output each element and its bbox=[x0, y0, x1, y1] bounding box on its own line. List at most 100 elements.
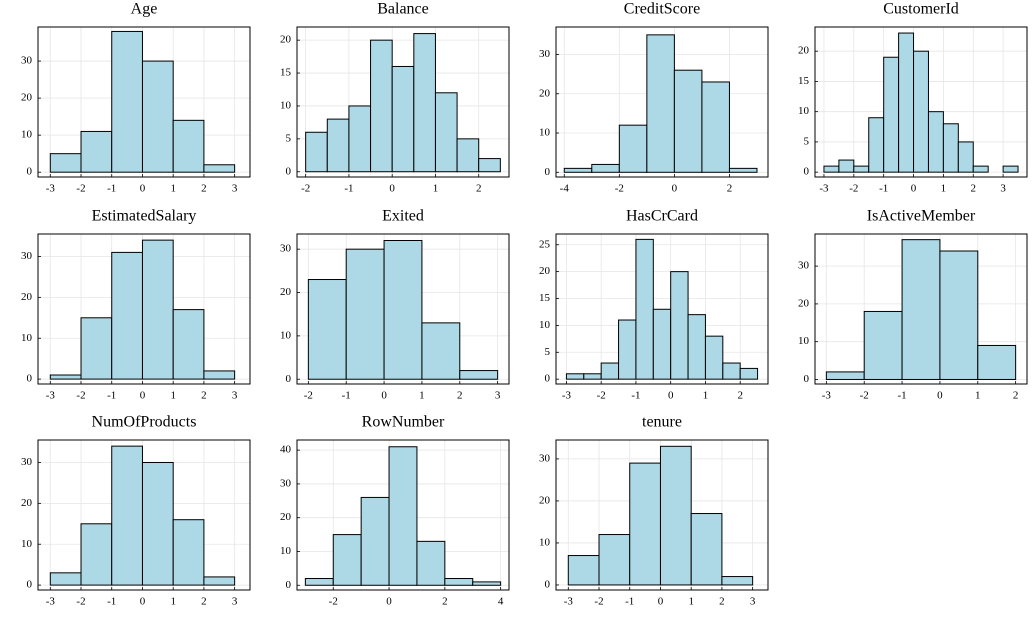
x-tick-label: 3 bbox=[232, 183, 238, 195]
subplot-title: CustomerId bbox=[883, 1, 959, 18]
bar bbox=[659, 445, 692, 586]
x-tick-label: -2 bbox=[329, 596, 338, 608]
y-tick-label: 0 bbox=[286, 373, 292, 385]
bar bbox=[565, 373, 585, 380]
bar bbox=[141, 60, 174, 173]
bar bbox=[444, 578, 474, 586]
x-tick-label: 0 bbox=[668, 390, 674, 402]
y-tick-label: 30 bbox=[280, 243, 292, 255]
y-tick-label: 20 bbox=[539, 265, 551, 277]
x-tick-label: -2 bbox=[594, 596, 603, 608]
plot-frame bbox=[296, 26, 510, 178]
y-tick-label: 20 bbox=[798, 45, 810, 57]
x-tick-label: 0 bbox=[140, 390, 146, 402]
subplot-title: tenure bbox=[642, 414, 682, 431]
x-tick-label: 1 bbox=[941, 183, 947, 195]
y-tick-label: 10 bbox=[539, 536, 551, 548]
x-tick-label: 1 bbox=[170, 596, 176, 608]
bar bbox=[823, 165, 840, 173]
x-tick-label: -3 bbox=[819, 183, 829, 195]
x-tick-label: 2 bbox=[442, 596, 448, 608]
bar bbox=[977, 344, 1017, 380]
x-tick-label: -1 bbox=[107, 390, 116, 402]
x-tick-label: 2 bbox=[201, 596, 207, 608]
y-tick-label: 5 bbox=[545, 346, 551, 358]
x-tick-label: 3 bbox=[495, 390, 501, 402]
bar bbox=[307, 279, 347, 380]
bar bbox=[739, 367, 759, 380]
subplot-title: Age bbox=[131, 1, 158, 18]
bar bbox=[416, 540, 446, 586]
bar bbox=[111, 445, 143, 586]
x-tick-label: 2 bbox=[457, 390, 463, 402]
x-tick-label: -2 bbox=[76, 183, 85, 195]
bar bbox=[456, 138, 480, 173]
x-tick-label: -3 bbox=[46, 183, 56, 195]
y-tick-label: 20 bbox=[539, 494, 551, 506]
x-tick-label: 3 bbox=[1000, 183, 1006, 195]
bar bbox=[652, 308, 672, 380]
x-tick-label: -2 bbox=[301, 183, 310, 195]
x-tick-label: -1 bbox=[107, 183, 116, 195]
y-tick-label: 0 bbox=[27, 166, 33, 178]
bar bbox=[670, 271, 689, 380]
x-tick-label: -3 bbox=[822, 390, 832, 402]
y-tick-label: 30 bbox=[539, 452, 551, 464]
bar bbox=[704, 335, 724, 380]
bar bbox=[434, 92, 458, 173]
bar bbox=[583, 373, 602, 380]
x-tick-label: 0 bbox=[386, 596, 392, 608]
x-tick-label: -3 bbox=[562, 390, 572, 402]
x-tick-label: 1 bbox=[170, 390, 176, 402]
x-tick-label: 1 bbox=[975, 390, 981, 402]
bar bbox=[80, 317, 113, 380]
y-tick-label: 20 bbox=[280, 286, 292, 298]
x-tick-label: 0 bbox=[381, 390, 387, 402]
x-tick-label: 0 bbox=[140, 596, 146, 608]
bar bbox=[141, 239, 174, 380]
y-tick-label: 10 bbox=[21, 332, 33, 344]
x-tick-label: 0 bbox=[658, 596, 664, 608]
bar bbox=[687, 314, 706, 380]
y-tick-label: 20 bbox=[21, 291, 33, 303]
y-tick-label: 10 bbox=[798, 105, 810, 117]
y-tick-label: 0 bbox=[545, 578, 551, 590]
bar bbox=[305, 131, 328, 173]
x-tick-label: 2 bbox=[719, 596, 725, 608]
x-tick-label: 4 bbox=[498, 596, 504, 608]
bar bbox=[646, 34, 675, 173]
y-tick-label: 0 bbox=[545, 373, 551, 385]
subplot-title: EstimatedSalary bbox=[92, 208, 197, 225]
plot-frame bbox=[37, 26, 251, 178]
x-tick-label: 1 bbox=[688, 596, 694, 608]
plot-frame bbox=[555, 233, 769, 385]
bar bbox=[721, 576, 754, 586]
bar bbox=[388, 446, 418, 586]
x-tick-label: 1 bbox=[419, 390, 425, 402]
x-tick-label: 1 bbox=[703, 390, 709, 402]
bar bbox=[203, 370, 236, 380]
y-tick-label: 30 bbox=[539, 48, 551, 60]
y-tick-label: 0 bbox=[27, 373, 33, 385]
bar bbox=[203, 164, 236, 173]
y-tick-label: 10 bbox=[280, 545, 292, 557]
bar bbox=[618, 124, 648, 173]
y-tick-label: 30 bbox=[798, 260, 810, 272]
bar bbox=[326, 118, 350, 173]
y-tick-label: 0 bbox=[545, 166, 551, 178]
plot-frame bbox=[555, 26, 769, 178]
y-tick-label: 10 bbox=[21, 129, 33, 141]
plot-frame bbox=[814, 26, 1028, 178]
bar bbox=[673, 69, 703, 173]
x-tick-label: -1 bbox=[107, 596, 116, 608]
y-tick-label: 0 bbox=[804, 166, 810, 178]
subplot-title: HasCrCard bbox=[626, 208, 698, 225]
plot-frame bbox=[296, 233, 510, 385]
x-tick-label: 3 bbox=[750, 596, 756, 608]
bar bbox=[203, 576, 236, 586]
y-tick-label: 40 bbox=[280, 444, 292, 456]
